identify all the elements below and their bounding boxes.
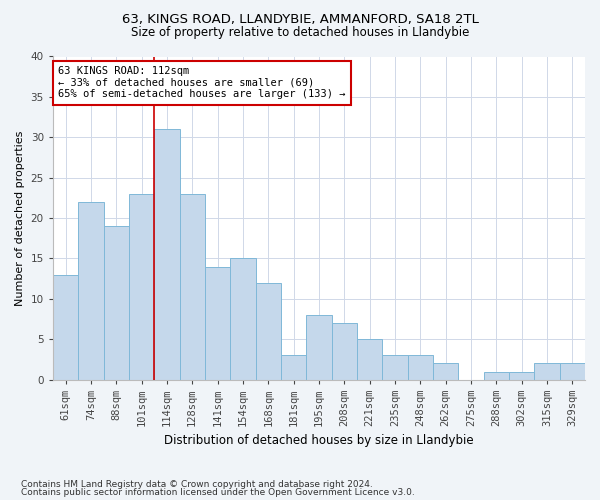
Bar <box>78 202 104 380</box>
X-axis label: Distribution of detached houses by size in Llandybie: Distribution of detached houses by size … <box>164 434 474 448</box>
Text: Contains public sector information licensed under the Open Government Licence v3: Contains public sector information licen… <box>21 488 415 497</box>
Bar <box>357 339 382 380</box>
Bar <box>306 315 332 380</box>
Bar <box>509 372 535 380</box>
Bar <box>407 356 433 380</box>
Text: 63 KINGS ROAD: 112sqm
← 33% of detached houses are smaller (69)
65% of semi-deta: 63 KINGS ROAD: 112sqm ← 33% of detached … <box>58 66 346 100</box>
Text: 63, KINGS ROAD, LLANDYBIE, AMMANFORD, SA18 2TL: 63, KINGS ROAD, LLANDYBIE, AMMANFORD, SA… <box>122 12 478 26</box>
Bar <box>256 282 281 380</box>
Bar <box>179 194 205 380</box>
Bar <box>230 258 256 380</box>
Bar <box>535 364 560 380</box>
Bar <box>53 274 78 380</box>
Bar <box>281 356 306 380</box>
Bar <box>154 129 179 380</box>
Bar <box>129 194 154 380</box>
Bar <box>382 356 407 380</box>
Text: Size of property relative to detached houses in Llandybie: Size of property relative to detached ho… <box>131 26 469 39</box>
Text: Contains HM Land Registry data © Crown copyright and database right 2024.: Contains HM Land Registry data © Crown c… <box>21 480 373 489</box>
Bar <box>205 266 230 380</box>
Bar <box>560 364 585 380</box>
Bar <box>484 372 509 380</box>
Bar <box>332 323 357 380</box>
Bar <box>104 226 129 380</box>
Bar <box>433 364 458 380</box>
Y-axis label: Number of detached properties: Number of detached properties <box>15 130 25 306</box>
